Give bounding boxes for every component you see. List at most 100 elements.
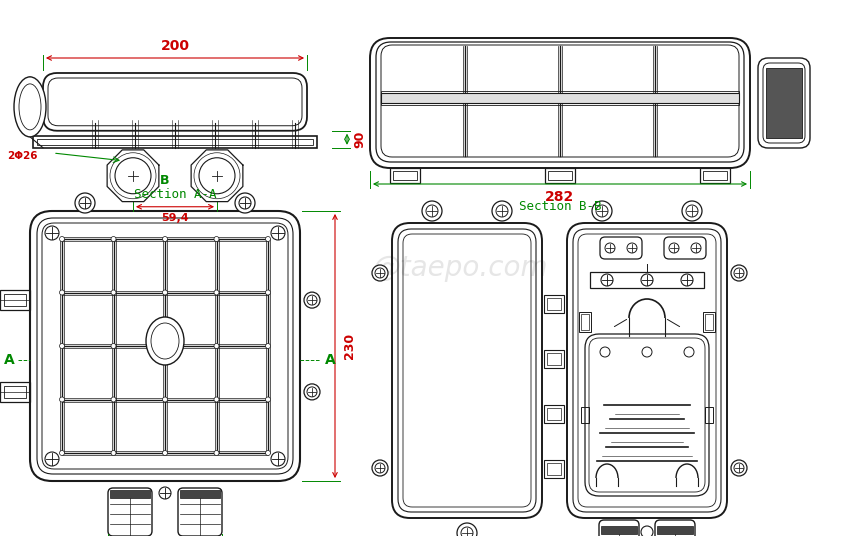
Circle shape	[111, 397, 116, 402]
Circle shape	[111, 236, 116, 242]
Bar	[547, 353, 561, 365]
Circle shape	[265, 450, 271, 456]
Bar	[33, 136, 317, 148]
Circle shape	[235, 193, 255, 213]
Bar	[393, 171, 417, 180]
Circle shape	[162, 236, 168, 242]
Circle shape	[214, 290, 219, 295]
Bar	[601, 526, 637, 534]
Circle shape	[731, 265, 747, 281]
Text: A: A	[325, 353, 336, 367]
Text: B: B	[161, 175, 170, 188]
Bar	[547, 463, 561, 475]
Circle shape	[627, 243, 637, 253]
Circle shape	[605, 243, 615, 253]
Bar	[4, 294, 26, 306]
Text: 200: 200	[161, 39, 190, 53]
Bar	[37, 139, 313, 145]
Circle shape	[422, 201, 442, 221]
Circle shape	[111, 344, 116, 348]
Circle shape	[307, 387, 317, 397]
Circle shape	[307, 295, 317, 305]
Bar	[381, 91, 739, 105]
Circle shape	[600, 347, 610, 357]
Circle shape	[162, 290, 168, 295]
Bar	[381, 93, 739, 103]
Bar	[180, 490, 220, 498]
Bar	[547, 298, 561, 310]
Text: Section B-B: Section B-B	[519, 200, 601, 213]
Circle shape	[265, 290, 271, 295]
Circle shape	[59, 397, 64, 402]
Bar	[703, 171, 727, 180]
Circle shape	[375, 463, 385, 473]
Circle shape	[601, 274, 613, 286]
Circle shape	[214, 236, 219, 242]
Circle shape	[162, 397, 168, 402]
Circle shape	[596, 205, 608, 217]
Bar	[766, 68, 802, 138]
Bar	[657, 526, 693, 534]
Circle shape	[265, 344, 271, 348]
Circle shape	[271, 226, 285, 240]
Circle shape	[75, 193, 95, 213]
Bar	[581, 314, 589, 330]
Bar	[544, 350, 564, 368]
Ellipse shape	[151, 323, 179, 359]
Circle shape	[686, 205, 698, 217]
Circle shape	[159, 487, 171, 499]
Circle shape	[265, 397, 271, 402]
Circle shape	[59, 236, 64, 242]
Circle shape	[304, 292, 320, 308]
Text: Section A-A: Section A-A	[134, 188, 216, 201]
Bar	[0, 382, 30, 402]
Circle shape	[496, 205, 508, 217]
Circle shape	[59, 344, 64, 348]
Circle shape	[162, 450, 168, 456]
Circle shape	[59, 290, 64, 295]
Bar	[390, 168, 420, 183]
Circle shape	[214, 397, 219, 402]
Text: @taepo.com: @taepo.com	[372, 254, 548, 282]
Circle shape	[461, 527, 473, 536]
Text: 282: 282	[545, 190, 575, 204]
Text: 230: 230	[343, 333, 356, 359]
Ellipse shape	[19, 84, 41, 130]
Circle shape	[457, 523, 477, 536]
Circle shape	[426, 205, 438, 217]
Circle shape	[372, 460, 388, 476]
Circle shape	[684, 347, 694, 357]
Circle shape	[641, 526, 653, 536]
Text: A: A	[4, 353, 15, 367]
Circle shape	[592, 201, 612, 221]
Circle shape	[642, 347, 652, 357]
Bar	[544, 460, 564, 478]
Circle shape	[79, 197, 91, 209]
Bar	[544, 405, 564, 423]
Circle shape	[372, 265, 388, 281]
Bar	[4, 386, 26, 398]
Bar	[705, 314, 713, 330]
Ellipse shape	[14, 77, 46, 137]
Circle shape	[59, 450, 64, 456]
Circle shape	[199, 158, 235, 193]
Circle shape	[681, 274, 693, 286]
Circle shape	[214, 450, 219, 456]
Circle shape	[45, 452, 59, 466]
Bar	[703, 312, 715, 332]
Bar	[547, 408, 561, 420]
Circle shape	[45, 226, 59, 240]
Circle shape	[375, 268, 385, 278]
Bar	[110, 490, 150, 498]
Circle shape	[115, 158, 151, 193]
Circle shape	[682, 201, 702, 221]
Circle shape	[111, 450, 116, 456]
Bar	[548, 171, 572, 180]
Bar	[581, 407, 589, 423]
Circle shape	[162, 344, 168, 348]
Circle shape	[265, 236, 271, 242]
Circle shape	[731, 460, 747, 476]
Circle shape	[691, 243, 701, 253]
Circle shape	[239, 197, 251, 209]
Circle shape	[492, 201, 512, 221]
